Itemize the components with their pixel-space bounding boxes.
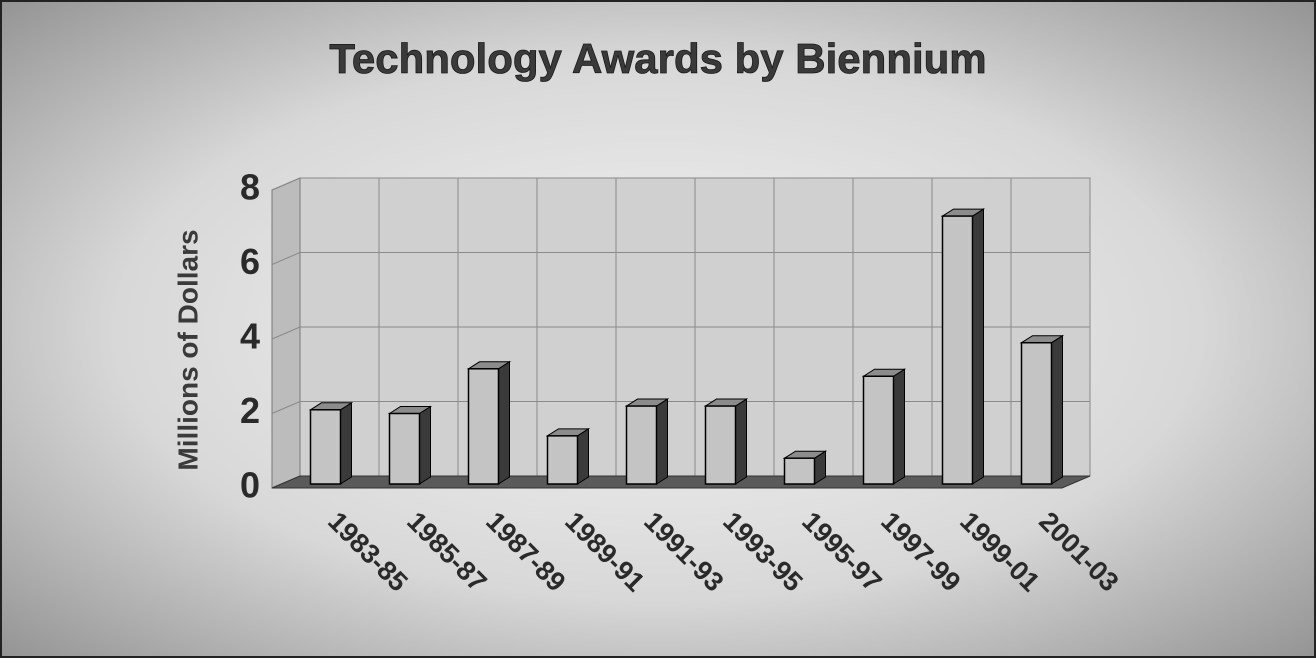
y-tick-label: 2 xyxy=(240,390,260,431)
grid-line xyxy=(271,326,301,340)
bar-side xyxy=(972,208,984,485)
bar xyxy=(862,375,895,485)
bar-side xyxy=(498,360,510,485)
bar-side xyxy=(893,368,905,485)
y-tick-label: 6 xyxy=(240,241,260,282)
bar xyxy=(388,412,421,485)
grid-line xyxy=(271,401,301,414)
bar xyxy=(783,457,816,485)
bar-side xyxy=(735,398,747,485)
y-tick-label: 8 xyxy=(240,167,260,208)
bar xyxy=(309,409,342,485)
grid-line xyxy=(271,177,301,191)
bar xyxy=(467,368,500,485)
y-tick-label: 0 xyxy=(240,465,260,506)
grid-line xyxy=(271,252,301,265)
y-axis-label: Millions of Dollars xyxy=(172,229,203,470)
bar xyxy=(1020,341,1053,485)
bar xyxy=(704,405,737,485)
bar-side xyxy=(577,427,589,485)
bar-side xyxy=(419,405,431,485)
bar-side xyxy=(1051,334,1063,485)
chart-title: Technology Awards by Biennium xyxy=(329,35,986,82)
bar-side xyxy=(340,401,352,485)
bar xyxy=(625,405,658,485)
bar-side xyxy=(656,398,668,485)
y-tick-label: 4 xyxy=(240,316,260,357)
bar xyxy=(941,215,974,485)
bar xyxy=(546,435,579,485)
